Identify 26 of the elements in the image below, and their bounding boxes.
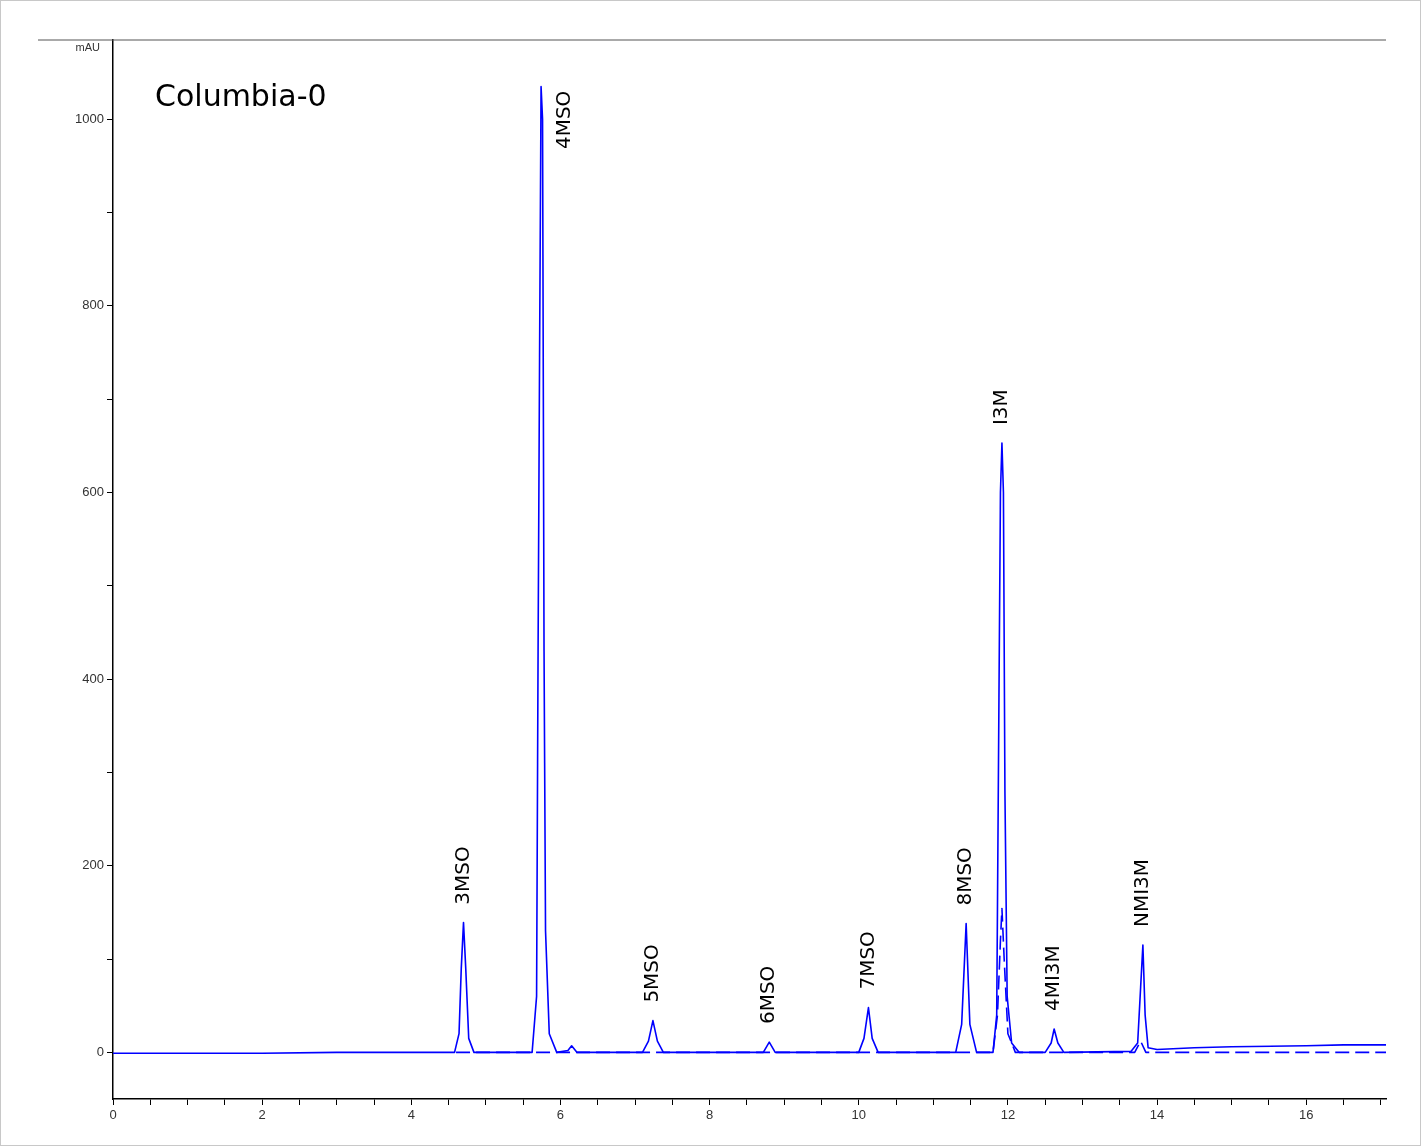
- annotation: 6MSO: [755, 965, 780, 1025]
- x-tick-label: 8: [705, 1107, 714, 1123]
- x-tick-label: 16: [1298, 1107, 1314, 1123]
- x-tick-label: 4: [407, 1107, 415, 1123]
- annotation: 4MSO: [551, 90, 576, 150]
- y-tick-label: 1000: [75, 110, 104, 126]
- text: Columbia-0: [155, 77, 327, 113]
- x-tick-label: 6: [556, 1107, 565, 1123]
- annotation: I3M: [988, 389, 1013, 426]
- x-tick-label: 10: [851, 1107, 866, 1123]
- x-tick-label: 0: [109, 1107, 117, 1123]
- annotation: 8MSO: [952, 847, 977, 906]
- annotation: 7MSO: [854, 931, 879, 990]
- y-tick-label: 800: [82, 297, 104, 313]
- y-tick-label: 400: [82, 670, 104, 686]
- annotation: NMI3M: [1129, 858, 1154, 928]
- y-axis-title: mAU: [75, 41, 101, 54]
- y-tick-label: 0: [96, 1043, 104, 1059]
- x-tick-label: 12: [1000, 1107, 1016, 1123]
- y-tick-label: 600: [82, 484, 104, 500]
- annotation: 3MSO: [449, 846, 474, 905]
- x-tick-label: 14: [1149, 1107, 1165, 1123]
- annotation: 4MI3M: [1040, 945, 1065, 1012]
- annotation: 5MSO: [639, 944, 664, 1003]
- y-tick-label: 200: [82, 857, 104, 873]
- x-tick-label: 2: [258, 1107, 266, 1123]
